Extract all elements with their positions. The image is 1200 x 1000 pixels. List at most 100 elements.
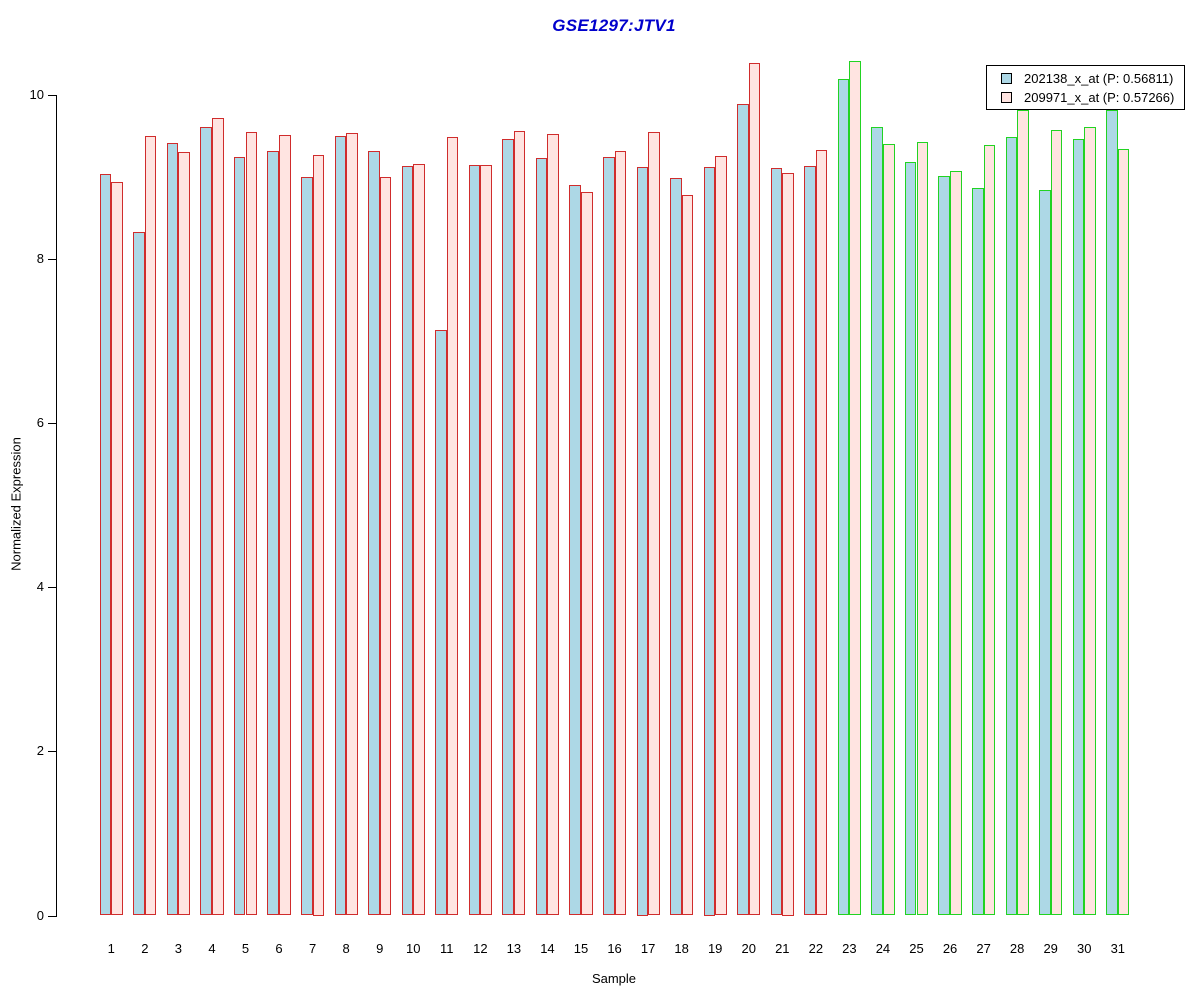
bar-sample-8-209971_x_at <box>346 133 358 916</box>
bar-sample-17-209971_x_at <box>648 132 660 916</box>
bar-sample-2-202138_x_at <box>133 231 145 916</box>
bar-sample-14-209971_x_at <box>547 133 560 916</box>
bar-sample-7-209971_x_at <box>312 155 325 916</box>
y-axis-line <box>56 94 57 917</box>
bar-sample-24-209971_x_at <box>882 143 895 916</box>
y-tick <box>48 94 56 96</box>
x-tick-label: 21 <box>775 941 790 956</box>
bar-sample-18-202138_x_at <box>670 178 682 916</box>
x-axis-label: Sample <box>591 971 637 986</box>
x-tick-label: 7 <box>308 941 317 956</box>
bar-sample-29-202138_x_at <box>1039 189 1051 916</box>
bar-sample-21-209971_x_at <box>782 172 794 916</box>
y-tick <box>48 915 56 917</box>
bar-sample-19-209971_x_at <box>715 156 727 916</box>
bar-sample-13-202138_x_at <box>502 138 514 916</box>
bar-sample-22-209971_x_at <box>815 149 828 916</box>
y-tick <box>48 258 56 260</box>
x-tick-label: 25 <box>909 941 924 956</box>
y-tick-label: 0 <box>36 907 44 923</box>
bar-sample-8-202138_x_at <box>334 136 347 916</box>
bar-sample-24-202138_x_at <box>871 127 883 916</box>
bar-sample-19-202138_x_at <box>703 166 716 916</box>
bar-sample-13-209971_x_at <box>513 131 526 916</box>
bar-sample-30-209971_x_at <box>1084 126 1096 916</box>
bar-sample-20-209971_x_at <box>748 63 761 916</box>
bar-sample-3-202138_x_at <box>166 142 179 916</box>
x-tick-label: 6 <box>275 941 283 956</box>
y-tick-label: 2 <box>36 743 44 759</box>
bar-sample-29-209971_x_at <box>1050 129 1063 916</box>
bar-sample-16-209971_x_at <box>614 151 627 916</box>
x-tick-label: 24 <box>875 941 891 956</box>
y-tick-label: 10 <box>29 86 44 102</box>
bar-sample-30-202138_x_at <box>1072 138 1085 916</box>
bar-sample-1-209971_x_at <box>111 181 123 916</box>
bar-sample-31-202138_x_at <box>1106 110 1118 916</box>
y-tick-label: 4 <box>36 579 44 595</box>
bar-sample-7-202138_x_at <box>301 177 313 916</box>
bar-sample-1-202138_x_at <box>99 174 112 916</box>
bar-sample-26-209971_x_at <box>950 170 962 916</box>
x-tick-label: 14 <box>540 941 555 956</box>
bar-sample-16-202138_x_at <box>602 156 615 916</box>
x-tick-label: 31 <box>1110 941 1126 956</box>
x-tick-label: 8 <box>342 941 350 956</box>
x-tick-label: 2 <box>141 941 149 956</box>
bar-sample-25-209971_x_at <box>916 142 929 916</box>
bar-sample-27-209971_x_at <box>983 144 996 916</box>
x-tick-label: 9 <box>376 941 384 956</box>
bar-sample-23-202138_x_at <box>837 78 850 916</box>
x-tick-label: 26 <box>942 941 958 956</box>
x-tick-label: 28 <box>1009 941 1025 956</box>
bar-sample-10-209971_x_at <box>413 164 425 916</box>
x-tick-label: 3 <box>174 941 182 956</box>
legend-item-series2: 209971_x_at (P: 0.57266) <box>995 88 1176 107</box>
x-tick-label: 22 <box>808 941 824 956</box>
bar-sample-20-202138_x_at <box>737 104 749 916</box>
bar-sample-3-209971_x_at <box>178 151 190 916</box>
legend-label-series1: 202138_x_at (P: 0.56811) <box>1024 70 1174 86</box>
x-tick-label: 11 <box>440 941 454 956</box>
bar-sample-9-209971_x_at <box>379 176 392 916</box>
bar-sample-28-209971_x_at <box>1017 110 1029 916</box>
legend-swatch-series2 <box>1001 91 1012 103</box>
x-tick-label: 30 <box>1077 941 1092 956</box>
x-tick-label: 29 <box>1043 941 1058 956</box>
bar-sample-15-209971_x_at <box>581 192 593 916</box>
y-tick-label: 6 <box>36 414 44 430</box>
bar-sample-21-202138_x_at <box>770 167 783 916</box>
bar-sample-18-209971_x_at <box>681 195 694 916</box>
bar-sample-17-202138_x_at <box>636 166 649 916</box>
x-tick-label: 1 <box>107 941 115 956</box>
bar-sample-25-202138_x_at <box>904 161 917 916</box>
bar-sample-12-202138_x_at <box>468 165 481 916</box>
x-tick-label: 4 <box>208 941 216 956</box>
bar-sample-23-209971_x_at <box>849 60 861 916</box>
y-tick <box>48 422 56 424</box>
bar-sample-14-202138_x_at <box>535 157 548 916</box>
x-tick-label: 23 <box>842 941 857 956</box>
x-tick-label: 17 <box>640 941 656 956</box>
bar-sample-22-202138_x_at <box>804 165 816 916</box>
bar-sample-5-209971_x_at <box>245 132 258 916</box>
y-tick <box>48 587 56 589</box>
legend-label-series2: 209971_x_at (P: 0.57266) <box>1024 89 1175 105</box>
bar-sample-4-202138_x_at <box>200 126 212 916</box>
bar-sample-11-209971_x_at <box>446 137 459 916</box>
bar-sample-4-209971_x_at <box>211 118 224 916</box>
chart-title: GSE1297:JTV1 <box>552 16 676 35</box>
legend-box: 202138_x_at (P: 0.56811) 209971_x_at (P:… <box>986 65 1185 110</box>
bar-sample-6-209971_x_at <box>279 134 291 916</box>
x-tick-label: 15 <box>573 941 589 956</box>
y-tick <box>48 751 56 753</box>
bar-sample-28-202138_x_at <box>1005 137 1018 916</box>
bar-sample-11-202138_x_at <box>435 330 447 916</box>
bar-sample-12-209971_x_at <box>480 165 492 916</box>
bar-sample-2-209971_x_at <box>144 135 157 916</box>
bar-sample-5-202138_x_at <box>233 156 246 916</box>
bar-sample-27-202138_x_at <box>972 188 984 916</box>
x-tick-label: 16 <box>607 941 622 956</box>
bar-sample-15-202138_x_at <box>569 184 581 916</box>
